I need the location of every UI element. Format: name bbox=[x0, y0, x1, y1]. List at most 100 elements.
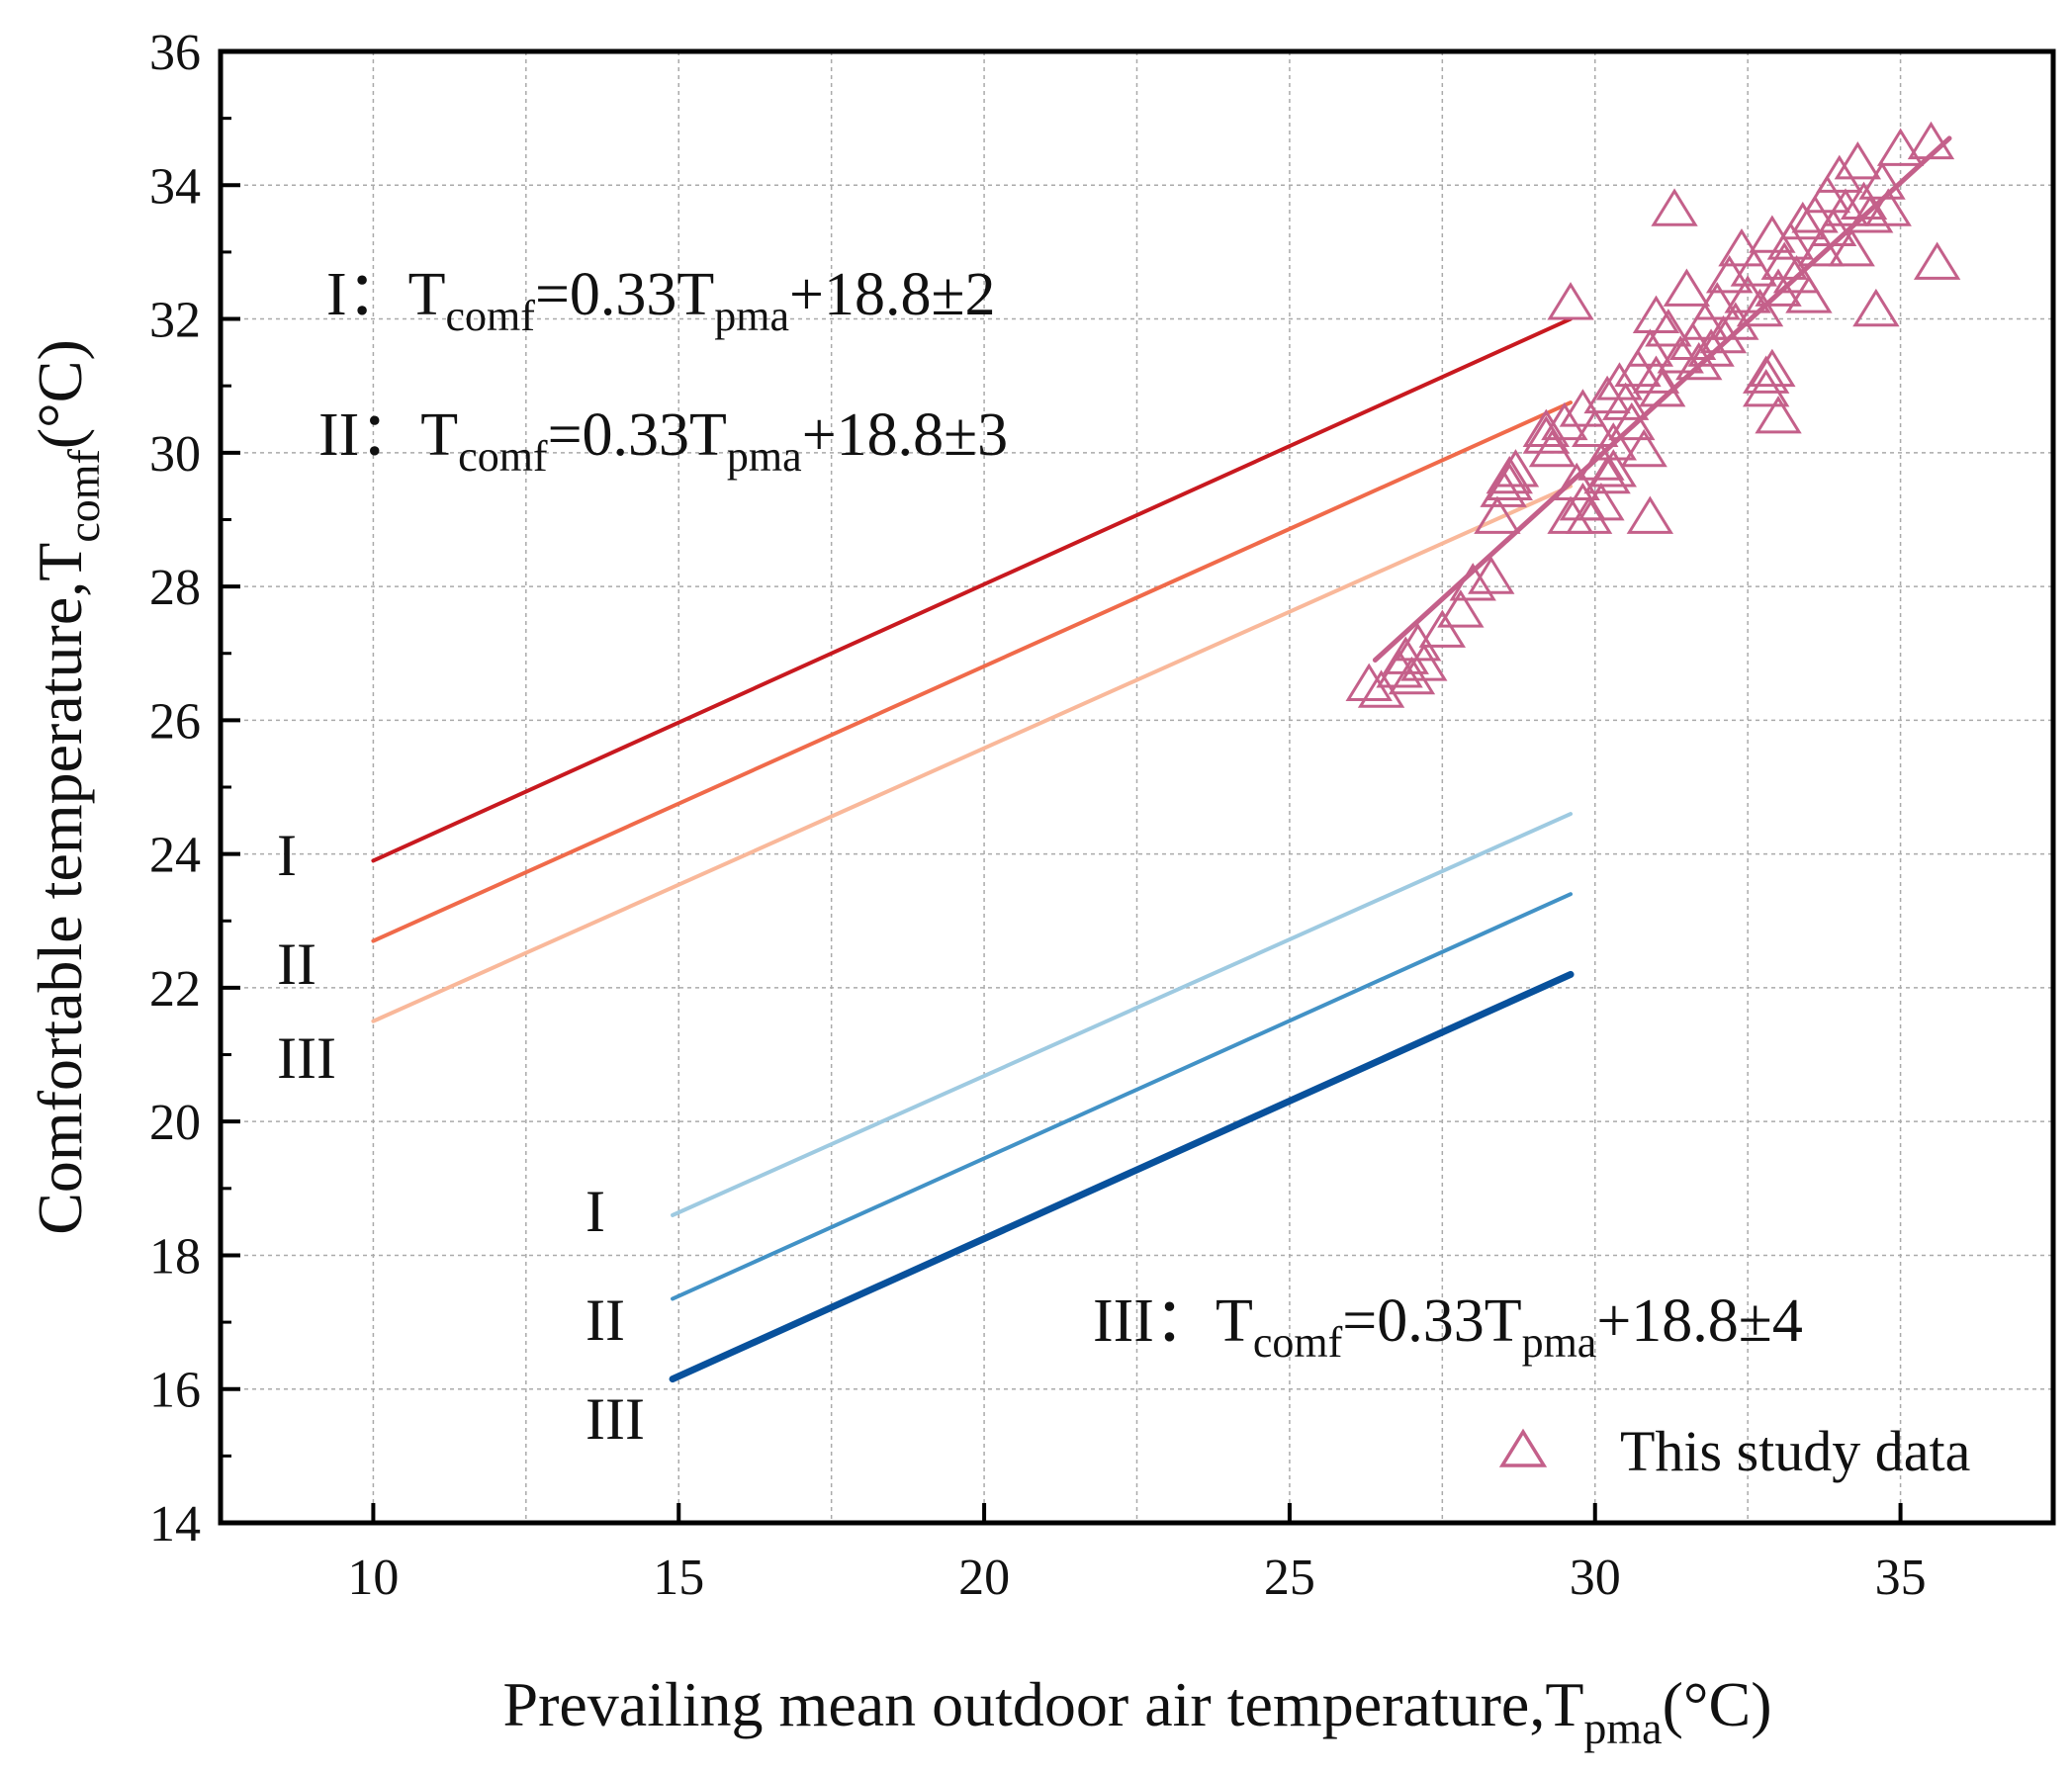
y-tick-label: 26 bbox=[149, 693, 201, 750]
data-point bbox=[1626, 495, 1674, 534]
data-point bbox=[1766, 222, 1815, 260]
data-point bbox=[1394, 623, 1442, 662]
y-axis-title: Comfortable temperature,Tcomf(°C) bbox=[25, 339, 109, 1235]
y-tick-label: 30 bbox=[149, 426, 201, 483]
y-tick-label: 34 bbox=[149, 158, 201, 215]
data-point bbox=[1803, 174, 1851, 214]
band-line-i-lower bbox=[671, 812, 1574, 1217]
fit-line bbox=[1372, 135, 1952, 663]
data-point bbox=[1418, 609, 1467, 648]
data-point bbox=[1589, 422, 1637, 461]
data-point bbox=[1589, 449, 1637, 488]
data-point bbox=[1828, 227, 1875, 267]
equation-iii: III：Tcomf=0.33Tpma+18.8±4 bbox=[1093, 1287, 1803, 1367]
data-point bbox=[1772, 255, 1821, 294]
y-tick-label: 16 bbox=[149, 1363, 201, 1419]
data-point bbox=[1400, 643, 1448, 681]
data-point bbox=[1693, 282, 1741, 320]
fit-line-group bbox=[1372, 135, 1952, 663]
x-axis-title: Prevailing mean outdoor air temperature,… bbox=[502, 1669, 1771, 1753]
data-point bbox=[1559, 389, 1607, 427]
data-point bbox=[1834, 141, 1882, 180]
data-point bbox=[1595, 362, 1644, 400]
x-tick-label: 10 bbox=[347, 1550, 399, 1606]
data-point bbox=[1645, 309, 1692, 347]
data-point bbox=[1583, 455, 1631, 494]
equation-ii: II：Tcomf=0.33Tpma+18.8±3 bbox=[318, 401, 1008, 481]
data-point bbox=[1547, 282, 1594, 320]
lower-label-iii: III bbox=[586, 1386, 645, 1452]
upper-label-iii: III bbox=[277, 1025, 336, 1091]
axis-ticks: 10 15 20 25 30 35 14 16 18 20 22 24 26 28 30 32 34 36 bbox=[149, 25, 1927, 1606]
lower-label-ii: II bbox=[586, 1287, 625, 1353]
upper-label-ii: II bbox=[277, 931, 316, 997]
data-point bbox=[1785, 275, 1833, 313]
data-point bbox=[1522, 408, 1571, 447]
data-point bbox=[1572, 408, 1619, 447]
data-point bbox=[1743, 355, 1790, 394]
data-point bbox=[1474, 495, 1521, 534]
legend-label: This study data bbox=[1620, 1419, 1970, 1483]
data-point bbox=[1528, 428, 1577, 468]
band-line-iii-lower bbox=[669, 970, 1575, 1383]
data-point bbox=[1486, 455, 1533, 494]
data-point bbox=[1755, 268, 1802, 307]
scatter-points bbox=[1345, 121, 1961, 708]
data-point bbox=[1755, 396, 1802, 434]
data-point bbox=[1577, 482, 1625, 521]
y-tick-label: 32 bbox=[149, 293, 201, 349]
comfort-band-lines bbox=[371, 316, 1575, 1383]
data-point bbox=[1632, 355, 1680, 394]
data-point bbox=[1847, 195, 1894, 233]
x-tick-label: 30 bbox=[1570, 1550, 1621, 1606]
data-point bbox=[1651, 188, 1698, 226]
data-point bbox=[1486, 462, 1533, 501]
band-line-iii-upper bbox=[371, 484, 1574, 1023]
data-point bbox=[1675, 341, 1723, 381]
data-point bbox=[1480, 469, 1527, 507]
band-line-i-upper bbox=[371, 316, 1574, 863]
y-tick-label: 28 bbox=[149, 560, 201, 616]
data-point bbox=[1626, 328, 1674, 367]
legend: This study data bbox=[1498, 1419, 1970, 1483]
data-point bbox=[1816, 154, 1863, 193]
upper-label-i: I bbox=[277, 823, 297, 888]
y-tick-label: 18 bbox=[149, 1228, 201, 1285]
data-point bbox=[1663, 268, 1711, 307]
data-point bbox=[1779, 201, 1827, 240]
legend-triangle-icon bbox=[1498, 1428, 1548, 1467]
data-point bbox=[1749, 348, 1796, 388]
lower-label-i: I bbox=[586, 1179, 605, 1244]
data-point bbox=[1357, 669, 1405, 708]
data-point bbox=[1736, 288, 1784, 327]
data-point bbox=[1553, 462, 1600, 501]
data-point bbox=[1468, 556, 1515, 594]
band-line-ii-lower bbox=[671, 892, 1574, 1301]
data-point bbox=[1491, 449, 1540, 488]
data-point bbox=[1388, 656, 1436, 695]
y-tick-label: 36 bbox=[149, 25, 201, 81]
data-point bbox=[1730, 248, 1778, 287]
y-tick-label: 24 bbox=[149, 828, 201, 884]
data-point bbox=[1852, 288, 1900, 327]
data-point bbox=[1913, 241, 1961, 280]
y-tick-label: 14 bbox=[149, 1496, 201, 1552]
data-point bbox=[1743, 369, 1790, 407]
data-point bbox=[1601, 382, 1650, 420]
x-tick-label: 20 bbox=[958, 1550, 1010, 1606]
equation-i: I：Tcomf=0.33Tpma+18.8±2 bbox=[326, 261, 996, 340]
y-tick-label: 22 bbox=[149, 961, 201, 1018]
data-point bbox=[1681, 302, 1729, 340]
x-tick-label: 35 bbox=[1875, 1550, 1927, 1606]
y-tick-label: 20 bbox=[149, 1095, 201, 1151]
x-tick-label: 15 bbox=[653, 1550, 704, 1606]
data-point bbox=[1437, 589, 1485, 628]
x-tick-label: 25 bbox=[1264, 1550, 1315, 1606]
band-line-ii-upper bbox=[371, 400, 1574, 943]
data-point bbox=[1864, 188, 1912, 226]
data-point bbox=[1876, 128, 1925, 166]
data-point bbox=[1620, 428, 1667, 468]
data-point bbox=[1565, 495, 1613, 534]
data-point bbox=[1822, 188, 1869, 226]
